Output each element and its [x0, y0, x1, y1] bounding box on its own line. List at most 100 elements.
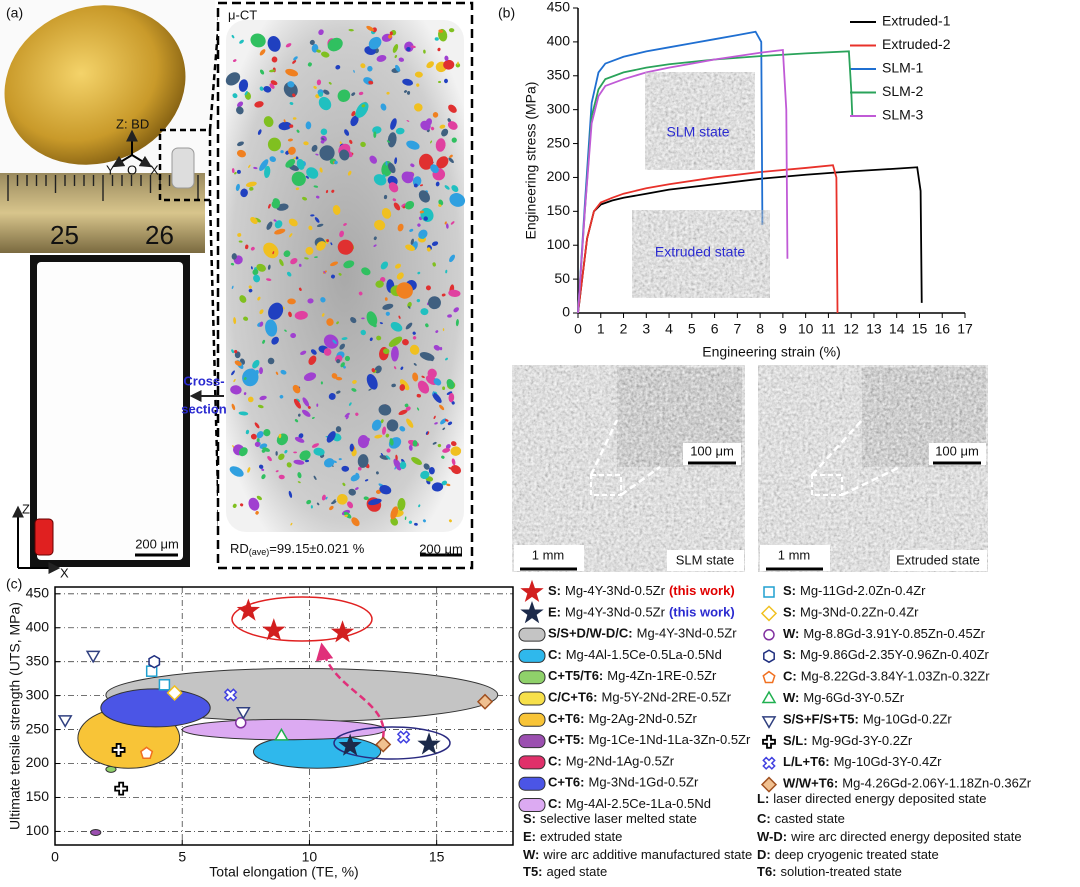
pore: [343, 260, 355, 269]
abbr-code: T5:: [523, 864, 543, 879]
pore: [451, 401, 455, 405]
stress-strain-chart: 0 1 2 3 4 5 6 7 8 9 10 11 12 13 14 15 16 1705010015020025…: [523, 0, 973, 360]
pore: [348, 402, 352, 406]
pore: [232, 93, 238, 99]
pore: [361, 104, 366, 108]
pore: [341, 337, 348, 341]
pore: [262, 339, 266, 344]
x-tick-label: 5: [688, 321, 696, 337]
y-tick-label: 300: [547, 100, 571, 116]
pore: [288, 490, 293, 498]
pore: [425, 323, 429, 328]
legend-code: C:: [783, 669, 797, 684]
pore: [376, 471, 379, 475]
pore: [336, 359, 341, 364]
rd-sub: (ave): [249, 547, 270, 557]
plus-marker: [114, 781, 129, 796]
pore: [342, 482, 346, 487]
pore: [435, 138, 446, 152]
pore: [447, 121, 458, 130]
legend-code: S:: [548, 583, 561, 598]
pore: [437, 80, 442, 84]
pore: [237, 233, 242, 237]
pore: [410, 163, 415, 168]
pore: [307, 62, 312, 67]
pore: [248, 497, 260, 511]
pore: [271, 200, 280, 209]
pore: [307, 298, 314, 304]
pore: [297, 413, 301, 417]
pore: [376, 54, 387, 62]
abbr-text: selective laser melted state: [540, 811, 697, 826]
pore: [403, 90, 407, 93]
legend-label: Extruded-2: [882, 36, 951, 52]
legend-swatch: [518, 648, 546, 663]
pore: [301, 409, 311, 417]
pore: [413, 363, 417, 366]
pore: [316, 403, 319, 407]
legend-code: C:: [548, 647, 562, 662]
legend-code: C+T6:: [548, 775, 584, 790]
pore: [446, 483, 451, 487]
pore: [444, 78, 448, 84]
pore: [360, 329, 367, 336]
pore: [288, 146, 296, 155]
pore: [428, 466, 435, 475]
pore: [249, 187, 254, 191]
ruler-label: 25: [50, 220, 79, 250]
pore: [236, 106, 244, 115]
pore: [419, 184, 424, 187]
pore: [256, 495, 262, 501]
legend-label: S: Mg-9.86Gd-2.35Y-0.96Zn-0.40Zr: [783, 648, 990, 663]
pore: [407, 91, 411, 95]
pore: [450, 441, 457, 447]
cross-marker: [762, 756, 776, 770]
pore: [283, 119, 286, 123]
scale-label: 1 mm: [778, 547, 811, 562]
abbr-text: wire arc additive manufactured state: [542, 847, 752, 862]
triangle-marker: [761, 690, 777, 704]
pore: [259, 367, 263, 375]
pore: [408, 324, 411, 327]
pore: [395, 454, 398, 461]
pore: [412, 440, 418, 447]
pore: [357, 454, 369, 468]
legend-label: C/C+T6: Mg-5Y-2Nd-2RE-0.5Zr: [548, 690, 732, 705]
pore: [231, 349, 235, 354]
pore: [390, 517, 399, 526]
pore: [254, 441, 261, 447]
abbreviation: E: extruded state: [523, 829, 622, 844]
pore: [250, 433, 257, 440]
pore: [367, 65, 373, 72]
pore: [280, 150, 284, 154]
triangle-down-marker: [57, 715, 73, 728]
legend-code: C+T6:: [548, 711, 584, 726]
pore: [243, 392, 247, 396]
pore: [335, 426, 342, 433]
pore: [418, 153, 434, 170]
pore: [420, 308, 429, 316]
pore: [316, 49, 321, 53]
pore: [344, 412, 350, 418]
sample: [171, 147, 195, 189]
legend-label: S/S+F/S+T5: Mg-10Gd-0.2Zr: [783, 712, 952, 727]
pore: [319, 167, 323, 173]
pore: [366, 374, 378, 390]
pore: [380, 261, 389, 270]
pore: [275, 451, 278, 456]
pore: [391, 346, 399, 362]
pore: [238, 411, 249, 416]
legend-label: W/W+T6: Mg-4.26Gd-2.06Y-1.18Zn-0.36Zr: [783, 776, 1032, 791]
pore: [374, 434, 383, 439]
pore: [433, 378, 442, 386]
pore: [414, 522, 418, 526]
pore: [338, 458, 342, 461]
pore: [410, 238, 414, 245]
pore: [323, 458, 335, 468]
legend-name: Mg-11Gd-2.0Zn-0.4Zr: [800, 583, 926, 598]
pore: [259, 49, 266, 56]
pore: [259, 395, 267, 401]
pore: [231, 285, 234, 290]
pore: [449, 193, 466, 207]
pore: [278, 474, 285, 480]
